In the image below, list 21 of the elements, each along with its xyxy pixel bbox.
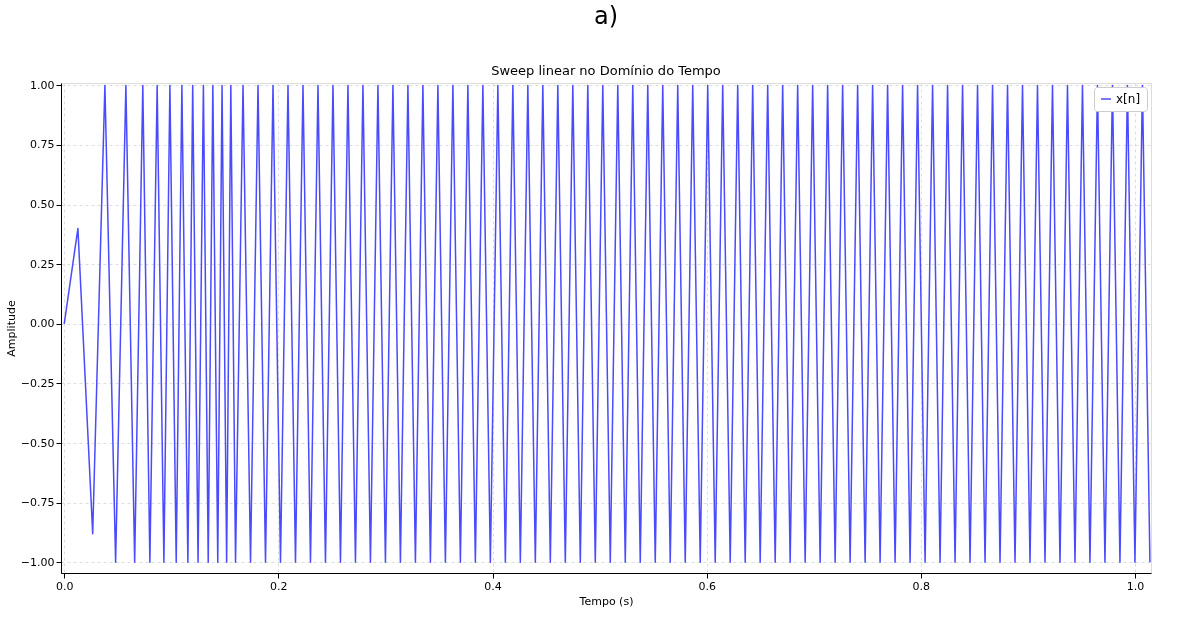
text: a) (593, 2, 619, 30)
chart-title: Sweep linear no Domínio do Tempo (491, 63, 721, 78)
x-axis-title: Tempo (s) (578, 594, 634, 608)
x-tick-label: 0.2 (270, 579, 288, 593)
y-tick-label: −0.75 (20, 496, 55, 510)
legend-label: x[n] (1116, 92, 1141, 106)
y-tick-label: 0.25 (30, 257, 55, 271)
y-tick-label: 0.75 (30, 138, 55, 152)
y-tick-label: −0.50 (20, 436, 55, 450)
y-tick-label: −0.25 (20, 376, 55, 390)
y-axis-title: Amplitude (4, 300, 18, 357)
x-tick-label: 0.6 (698, 579, 716, 593)
y-tick-label: 0.50 (30, 198, 55, 212)
y-tick-label: 1.00 (30, 78, 55, 92)
x-tick-label: 0.0 (55, 579, 74, 593)
x-tick-label: 0.4 (484, 579, 502, 593)
y-tick-label: 0.00 (30, 317, 55, 331)
y-tick-label: −1.00 (20, 555, 55, 569)
x-tick-label: 0.8 (912, 579, 931, 593)
x-tick-label: 1.0 (1126, 579, 1145, 593)
line-series (63, 84, 1151, 564)
